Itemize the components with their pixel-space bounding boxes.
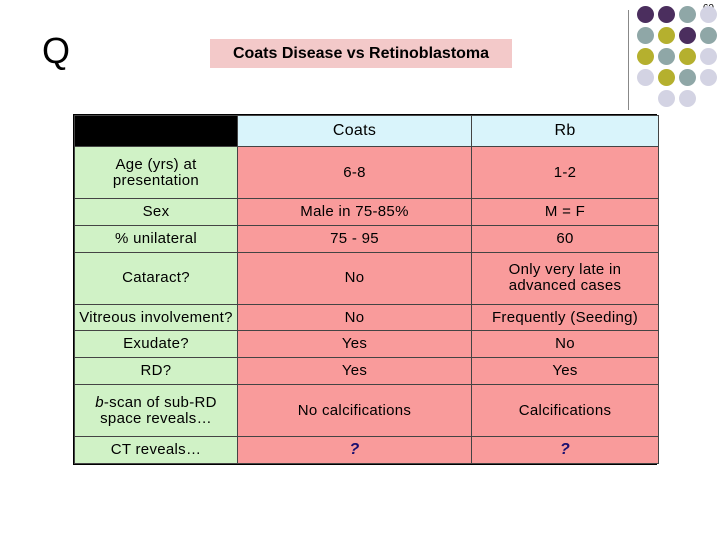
- table-row: RD? Yes Yes: [74, 357, 659, 386]
- decor-dot: [700, 27, 717, 44]
- header-rb: Rb: [471, 115, 659, 147]
- table-row: % unilateral 75 - 95 60: [74, 224, 659, 253]
- decor-dot: [658, 90, 675, 107]
- decor-dot: [679, 6, 696, 23]
- decor-dot: [658, 48, 675, 65]
- decor-dot: [700, 69, 717, 86]
- decor-dot: [658, 6, 675, 23]
- table-row: Vitreous involvement? No Frequently (See…: [74, 303, 659, 332]
- decor-dot: [637, 27, 654, 44]
- rb-cell: M = F: [471, 198, 659, 226]
- slide-title: Coats Disease vs Retinoblastoma: [210, 39, 512, 68]
- decor-dot: [679, 69, 696, 86]
- header-corner: [74, 115, 238, 147]
- coats-cell: No: [237, 303, 472, 332]
- decor-dot: [700, 48, 717, 65]
- row-label: Vitreous involvement?: [74, 303, 238, 332]
- decor-dot: [637, 69, 654, 86]
- table-row: Sex Male in 75-85% M = F: [74, 198, 659, 226]
- coats-cell: 6-8: [237, 145, 472, 200]
- row-label: RD?: [74, 357, 238, 386]
- coats-cell: Yes: [237, 357, 472, 386]
- decor-dot: [679, 27, 696, 44]
- table-row: Exudate? Yes No: [74, 330, 659, 359]
- rb-cell: Calcifications: [471, 384, 659, 438]
- coats-cell: No calcifications: [237, 384, 472, 438]
- row-label-rest: -scan of sub-RD space reveals…: [100, 393, 217, 427]
- decor-dot: [679, 90, 696, 107]
- coats-cell: Male in 75-85%: [237, 198, 472, 226]
- rb-cell: 60: [471, 224, 659, 253]
- rb-cell: Yes: [471, 357, 659, 386]
- coats-cell: ?: [237, 436, 472, 464]
- slide-title-text: Coats Disease vs Retinoblastoma: [232, 44, 490, 62]
- decor-dot-grid: [637, 6, 720, 116]
- question-label: Q: [42, 30, 71, 71]
- row-label: Sex: [74, 198, 238, 226]
- coats-cell: No: [237, 251, 472, 305]
- row-label: Age (yrs) at presentation: [74, 145, 238, 200]
- row-label-italic: b: [95, 393, 104, 411]
- table-row: b-scan of sub-RD space reveals… No calci…: [74, 384, 659, 438]
- header-coats: Coats: [237, 115, 472, 147]
- rb-cell: Only very late in advanced cases: [471, 251, 659, 305]
- table-row: Age (yrs) at presentation 6-8 1-2: [74, 145, 659, 200]
- decor-divider: [628, 10, 629, 110]
- comparison-table: Coats Rb Age (yrs) at presentation 6-8 1…: [73, 114, 659, 465]
- table-row: CT reveals… ? ?: [74, 436, 659, 464]
- coats-cell: Yes: [237, 330, 472, 359]
- rb-cell: No: [471, 330, 659, 359]
- table-row: Cataract? No Only very late in advanced …: [74, 251, 659, 305]
- decor-dot: [637, 6, 654, 23]
- rb-cell: ?: [471, 436, 659, 464]
- table-header-row: Coats Rb: [74, 115, 659, 147]
- question-mark: ?: [349, 441, 360, 459]
- rb-cell: Frequently (Seeding): [471, 303, 659, 332]
- question-mark: ?: [559, 441, 571, 459]
- row-label: b-scan of sub-RD space reveals…: [74, 384, 238, 438]
- row-label: % unilateral: [74, 224, 238, 253]
- row-label: Cataract?: [74, 251, 238, 305]
- decor-dot: [637, 48, 654, 65]
- decor-dot: [700, 6, 717, 23]
- row-label: CT reveals…: [74, 436, 238, 464]
- rb-cell: 1-2: [471, 145, 659, 200]
- coats-cell: 75 - 95: [237, 224, 472, 253]
- decor-dot: [658, 27, 675, 44]
- decor-dot: [679, 48, 696, 65]
- row-label: Exudate?: [74, 330, 238, 359]
- decor-dot: [658, 69, 675, 86]
